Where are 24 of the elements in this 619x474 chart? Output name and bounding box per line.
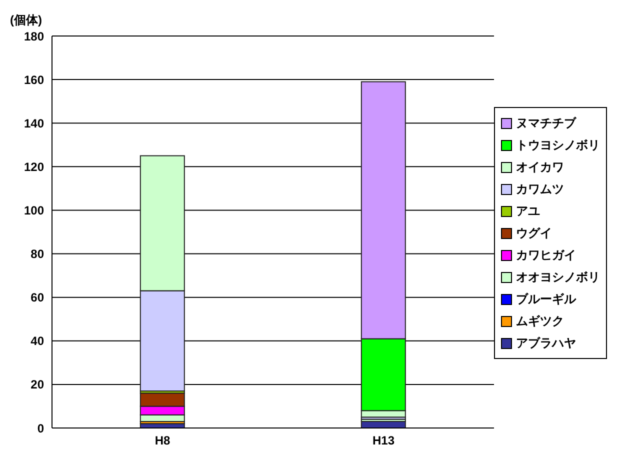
- x-tick-label: H8: [154, 434, 170, 448]
- legend-label: アブラハヤ: [516, 334, 576, 352]
- x-tick-label: H13: [372, 434, 395, 448]
- y-axis-title: (個体): [10, 12, 42, 29]
- y-tick-label: 60: [30, 290, 44, 305]
- legend-label: ウグイ: [516, 224, 552, 242]
- legend-label: ブルーギル: [516, 290, 576, 308]
- y-tick-label: 80: [30, 247, 44, 262]
- legend-label: オイカワ: [516, 158, 564, 176]
- y-tick-label: 0: [37, 421, 44, 436]
- y-tick-label: 120: [24, 160, 44, 174]
- legend-label: カワムツ: [516, 180, 564, 198]
- y-tick-label: 140: [24, 116, 44, 130]
- legend-label: ヌマチチブ: [516, 114, 576, 132]
- legend-label: カワヒガイ: [516, 246, 576, 264]
- legend-label: オオヨシノボリ: [516, 268, 600, 286]
- legend-label: アユ: [516, 202, 540, 220]
- legend-label: トウヨシノボリ: [516, 136, 600, 154]
- y-tick-label: 180: [24, 29, 44, 44]
- legend-label: ムギツク: [516, 312, 564, 330]
- y-tick-label: 160: [24, 72, 44, 87]
- y-tick-label: 20: [30, 378, 44, 392]
- y-tick-label: 40: [30, 334, 44, 348]
- y-tick-label: 100: [24, 203, 44, 218]
